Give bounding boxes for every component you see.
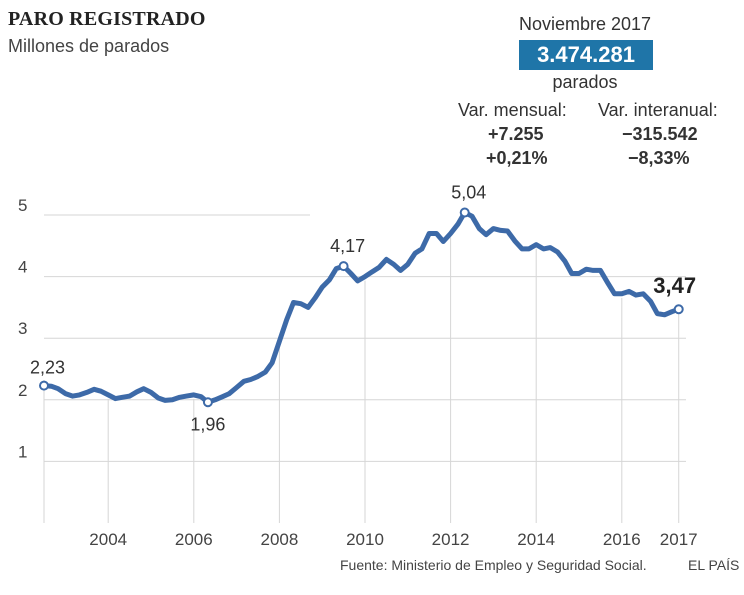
x-tick-label: 2014: [517, 530, 555, 549]
x-tick-label: 2017: [660, 530, 698, 549]
chart-title: PARO REGISTRADO: [8, 8, 206, 30]
annotation-marker: [202, 397, 213, 408]
x-tick-label: 2008: [260, 530, 298, 549]
brand-logo-text: EL PAÍS: [688, 557, 740, 573]
series-line-unemployed: [41, 210, 682, 405]
kpi-date: Noviembre 2017: [518, 14, 652, 34]
annotation-label: 4,17: [330, 236, 365, 256]
x-tick-label: 2004: [89, 530, 127, 549]
kpi-value-badge: 3.474.281: [519, 40, 653, 70]
x-tick-label: 2010: [346, 530, 384, 549]
x-tick-label: 2006: [175, 530, 213, 549]
monthly-variation-abs: +7.255: [488, 124, 544, 144]
annotation-marker: [338, 261, 349, 272]
chart-subtitle: Millones de parados: [8, 36, 170, 56]
annotation-label: 1,96: [190, 414, 225, 434]
x-axis-ticks: 2004 2006 2008 2010 2012 2014 2016 2017: [89, 530, 697, 549]
data-annotations: 2,23 1,96 4,17 5,04 3,47: [30, 183, 696, 435]
yearly-variation-label: Var. interanual:: [598, 100, 718, 120]
annotation-label: 5,04: [451, 183, 486, 203]
y-tick-label: 5: [18, 196, 27, 215]
x-tick-label: 2016: [603, 530, 641, 549]
y-tick-label: 4: [18, 258, 27, 277]
annotation-marker: [459, 207, 470, 218]
vertical-gridlines: [43, 237, 680, 523]
y-axis-ticks: 1 2 3 4 5: [18, 196, 27, 461]
yearly-variation-abs: −315.542: [622, 124, 698, 144]
annotation-label: 2,23: [30, 358, 65, 378]
annotation-marker: [39, 380, 49, 391]
annotation-label: 3,47: [653, 273, 696, 298]
x-tick-label: 2012: [432, 530, 470, 549]
source-note: Fuente: Ministerio de Empleo y Seguridad…: [340, 557, 647, 573]
kpi-unit: parados: [552, 72, 618, 92]
y-tick-label: 2: [18, 381, 27, 400]
yearly-variation-pct: −8,33%: [628, 148, 690, 168]
y-tick-label: 1: [18, 442, 27, 461]
monthly-variation-pct: +0,21%: [486, 148, 548, 168]
monthly-variation-label: Var. mensual:: [458, 100, 567, 120]
y-tick-label: 3: [18, 319, 27, 338]
annotation-marker: [673, 304, 684, 315]
